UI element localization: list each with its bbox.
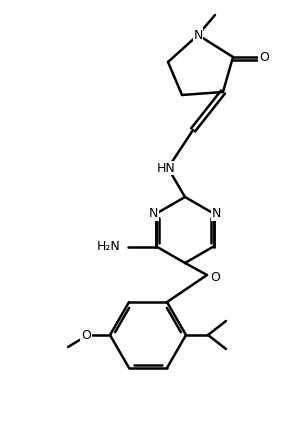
Text: HN: HN xyxy=(157,161,175,175)
Text: N: N xyxy=(193,29,203,41)
Text: N: N xyxy=(149,207,158,220)
Text: N: N xyxy=(212,207,221,220)
Text: O: O xyxy=(259,51,269,63)
Text: O: O xyxy=(210,271,220,283)
Text: O: O xyxy=(81,329,91,341)
Text: H₂N: H₂N xyxy=(97,240,120,253)
